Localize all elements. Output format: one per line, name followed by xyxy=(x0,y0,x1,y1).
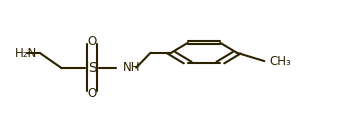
Text: S: S xyxy=(88,61,97,75)
Text: O: O xyxy=(88,35,97,48)
Text: CH₃: CH₃ xyxy=(270,55,291,68)
Text: NH: NH xyxy=(123,61,140,74)
Text: H₂N: H₂N xyxy=(15,47,37,60)
Text: O: O xyxy=(88,87,97,101)
